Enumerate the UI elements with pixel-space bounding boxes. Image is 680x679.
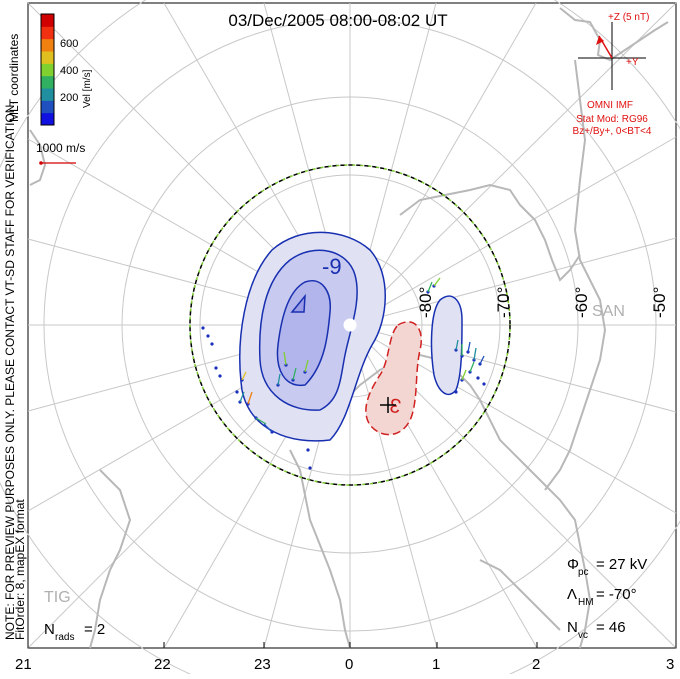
svg-text:N: N bbox=[44, 621, 55, 638]
mlt-axis: 21 22 23 0 1 2 3 bbox=[15, 642, 677, 673]
coords-label: MLT coordinates bbox=[7, 34, 21, 122]
coast-labrador bbox=[479, 559, 561, 631]
imf-stat-mod: Stat Mod: RG96 bbox=[576, 114, 648, 125]
imf-z-label: +Z (5 nT) bbox=[608, 12, 649, 23]
colorbar-cell bbox=[41, 26, 54, 40]
colorbar-cell bbox=[41, 14, 54, 27]
lat-label-60: -60° bbox=[572, 287, 591, 318]
svg-text:N: N bbox=[567, 619, 578, 636]
contour-inner bbox=[276, 280, 331, 386]
lat-label-50: -50° bbox=[650, 287, 669, 318]
svg-text:HM: HM bbox=[578, 597, 594, 608]
imf-y-label: +Y bbox=[626, 57, 639, 68]
svg-text:= 27 kV: = 27 kV bbox=[596, 556, 647, 573]
mlt-tick-3: 3 bbox=[666, 656, 674, 673]
mlt-tick-21: 21 bbox=[15, 656, 32, 673]
svg-text:= -70°: = -70° bbox=[596, 586, 637, 603]
heppner-maynard-boundary-green bbox=[189, 164, 511, 486]
verification-note: NOTE: FOR PREVIEW PURPOSES ONLY. PLEASE … bbox=[3, 101, 17, 640]
colorbar-tick-600: 600 bbox=[60, 38, 78, 50]
velocity-colorbar: 600 400 200 Vel [m/s] bbox=[40, 13, 93, 126]
svg-text:pc: pc bbox=[578, 567, 589, 578]
svg-text:Λ: Λ bbox=[567, 586, 577, 603]
colorbar-cell bbox=[41, 112, 54, 126]
colorbar-cell bbox=[41, 75, 54, 89]
reference-vector-label: 1000 m/s bbox=[36, 141, 85, 155]
map-title: 03/Dec/2005 08:00-08:02 UT bbox=[228, 11, 447, 30]
colorbar-cell bbox=[41, 63, 54, 77]
mlt-tick-2: 2 bbox=[532, 656, 540, 673]
mlt-tick-22: 22 bbox=[154, 656, 171, 673]
svg-text:Φ: Φ bbox=[567, 556, 579, 573]
positive-potential-cell: 3 bbox=[365, 321, 422, 436]
colorbar-tick-200: 200 bbox=[60, 92, 78, 104]
mlt-tick-0: 0 bbox=[345, 656, 353, 673]
mlt-tick-1: 1 bbox=[432, 656, 440, 673]
colorbar-title: Vel [m/s] bbox=[82, 69, 93, 108]
stat-n-rads: N rads = 2 bbox=[44, 621, 105, 643]
station-label-tig: TIG bbox=[44, 589, 71, 606]
fit-note: FitOrder: 8, mapEX format bbox=[13, 499, 27, 640]
contour-core bbox=[290, 293, 306, 313]
coast-canada-west bbox=[289, 449, 351, 649]
imf-source: OMNI IMF bbox=[587, 100, 633, 111]
svg-text:= 2: = 2 bbox=[84, 621, 105, 638]
coast-siberia bbox=[29, 129, 47, 186]
svg-text:vc: vc bbox=[578, 630, 588, 641]
vectors-east-lines bbox=[427, 277, 485, 381]
colorbar-tick-400: 400 bbox=[60, 65, 78, 77]
negative-potential-cell: -9 bbox=[239, 231, 386, 442]
contour-label-negative: -9 bbox=[322, 254, 342, 279]
mlt-tick-23: 23 bbox=[254, 656, 271, 673]
velocity-vectors bbox=[201, 277, 486, 470]
stat-phi-pc: Φ pc = 27 kV bbox=[567, 556, 647, 578]
pole-marker bbox=[343, 318, 357, 332]
svg-text:= 46: = 46 bbox=[596, 619, 626, 636]
imf-condition: Bz+/By+, 0<BT<4 bbox=[573, 126, 652, 137]
lat-label-70: -70° bbox=[494, 287, 513, 318]
stat-lambda-hm: Λ HM = -70° bbox=[567, 586, 637, 608]
colorbar-cells bbox=[41, 14, 54, 126]
colorbar-cell bbox=[41, 51, 54, 64]
svg-text:rads: rads bbox=[55, 632, 74, 643]
max-potential-marker bbox=[380, 397, 396, 413]
colorbar-cell bbox=[41, 100, 54, 114]
coast-greenland-east bbox=[544, 59, 607, 491]
lat-label-80: -80° bbox=[416, 287, 435, 318]
station-label-san: SAN bbox=[592, 303, 625, 320]
contour-positive bbox=[365, 321, 422, 436]
coast-alaska bbox=[89, 469, 132, 649]
colorbar-cell bbox=[41, 88, 54, 101]
vectors-west-lines bbox=[239, 351, 309, 433]
reference-vector: 1000 m/s bbox=[36, 141, 85, 165]
coast-arctic-islands bbox=[399, 183, 581, 282]
colorbar-frame bbox=[40, 13, 55, 126]
stat-n-vc: N vc = 46 bbox=[567, 619, 626, 641]
negative-potential-cell-east bbox=[430, 295, 463, 396]
imf-dial: +Z (5 nT) +Y OMNI IMF Stat Mod: RG96 Bz+… bbox=[573, 12, 652, 137]
colorbar-cell bbox=[41, 38, 54, 52]
